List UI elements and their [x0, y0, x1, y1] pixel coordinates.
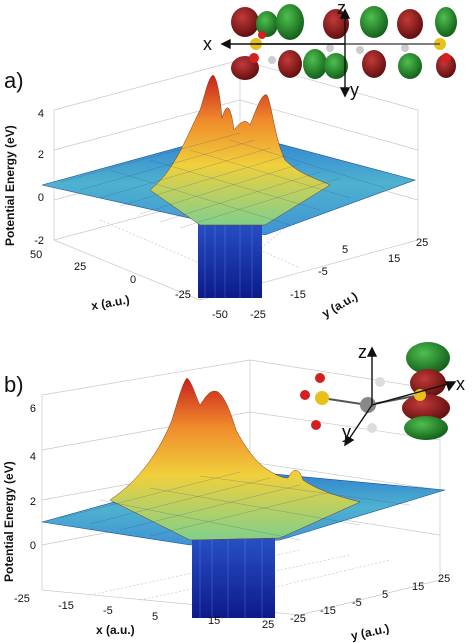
x-tick: -25: [250, 309, 266, 321]
axis-label-y: y: [350, 80, 359, 100]
panel-a-x-ticks: 50 25 0 -25 -50 -25: [30, 249, 266, 321]
molecule-axes: [220, 8, 351, 98]
y-tick: 5: [382, 589, 388, 601]
panel-b-letter: b): [4, 372, 24, 397]
panel-b-z-label: Potential Energy (eV): [2, 461, 16, 582]
axis-label-z: z: [358, 342, 367, 362]
panel-b-x-ticks: -25 -15 -5 5 15 25: [14, 593, 274, 631]
x-tick: 15: [208, 615, 220, 627]
panel-b: 6 4 2 0 Potential Energy (eV) -25 -15 -5…: [2, 342, 465, 643]
molecule-axes: [344, 346, 457, 447]
y-tick: 5: [342, 244, 348, 256]
panel-b-well: [192, 534, 275, 618]
axis-label-z: z: [337, 0, 346, 18]
y-tick: -25: [290, 613, 306, 625]
panel-b-z-ticks: 6 4 2 0: [30, 403, 36, 552]
x-tick: 25: [262, 619, 274, 631]
x-tick: -15: [58, 600, 74, 612]
panel-a-y-ticks: -15 -5 5 15 25: [290, 237, 428, 301]
panel-a-well: [198, 218, 262, 298]
x-tick: 0: [130, 274, 136, 286]
y-tick: -15: [320, 605, 336, 617]
z-tick: 4: [30, 451, 36, 463]
z-tick: 0: [30, 540, 36, 552]
y-tick: 15: [388, 253, 400, 265]
y-tick: 15: [412, 581, 424, 593]
panel-a-y-label: y (a.u.): [320, 289, 360, 320]
orbital-lobes: [402, 342, 450, 440]
panel-b-molecule-inset: z x y: [300, 342, 465, 447]
panel-a-molecule-inset: x z y: [203, 0, 457, 100]
x-tick: -50: [212, 309, 228, 321]
z-tick: 6: [30, 403, 36, 415]
x-tick: -25: [14, 593, 30, 605]
x-tick: 25: [74, 261, 86, 273]
z-tick: -2: [34, 235, 44, 247]
x-tick: -5: [103, 605, 113, 617]
panel-a-z-ticks: 4 2 0 -2: [34, 108, 44, 247]
x-tick: 5: [152, 611, 158, 623]
panel-b-peaks: [109, 377, 361, 541]
panel-b-x-label: x (a.u.): [96, 623, 135, 637]
y-tick: -5: [352, 597, 362, 609]
panel-a: 4 2 0 -2 Potential Energy (eV) 50 25 0: [3, 0, 457, 321]
y-tick: -5: [318, 266, 328, 278]
y-tick: -15: [290, 289, 306, 301]
z-tick: 2: [30, 496, 36, 508]
x-tick: 50: [30, 249, 42, 261]
panel-a-peaks: [149, 74, 331, 226]
z-tick: 0: [38, 192, 44, 204]
z-tick: 4: [38, 108, 44, 120]
y-tick: 25: [416, 237, 428, 249]
panel-a-z-label: Potential Energy (eV): [3, 125, 17, 246]
axis-label-x: x: [203, 34, 212, 54]
panel-b-y-label: y (a.u.): [350, 621, 391, 643]
z-tick: 2: [38, 149, 44, 161]
y-tick: 25: [438, 573, 450, 585]
panel-a-x-label: x (a.u.): [90, 292, 131, 313]
panel-a-letter: a): [4, 68, 24, 93]
axis-label-x: x: [456, 374, 465, 394]
panel-b-y-ticks: -25 -15 -5 5 15 25: [290, 573, 450, 625]
x-tick: -25: [175, 289, 191, 301]
axis-label-y: y: [342, 422, 351, 442]
